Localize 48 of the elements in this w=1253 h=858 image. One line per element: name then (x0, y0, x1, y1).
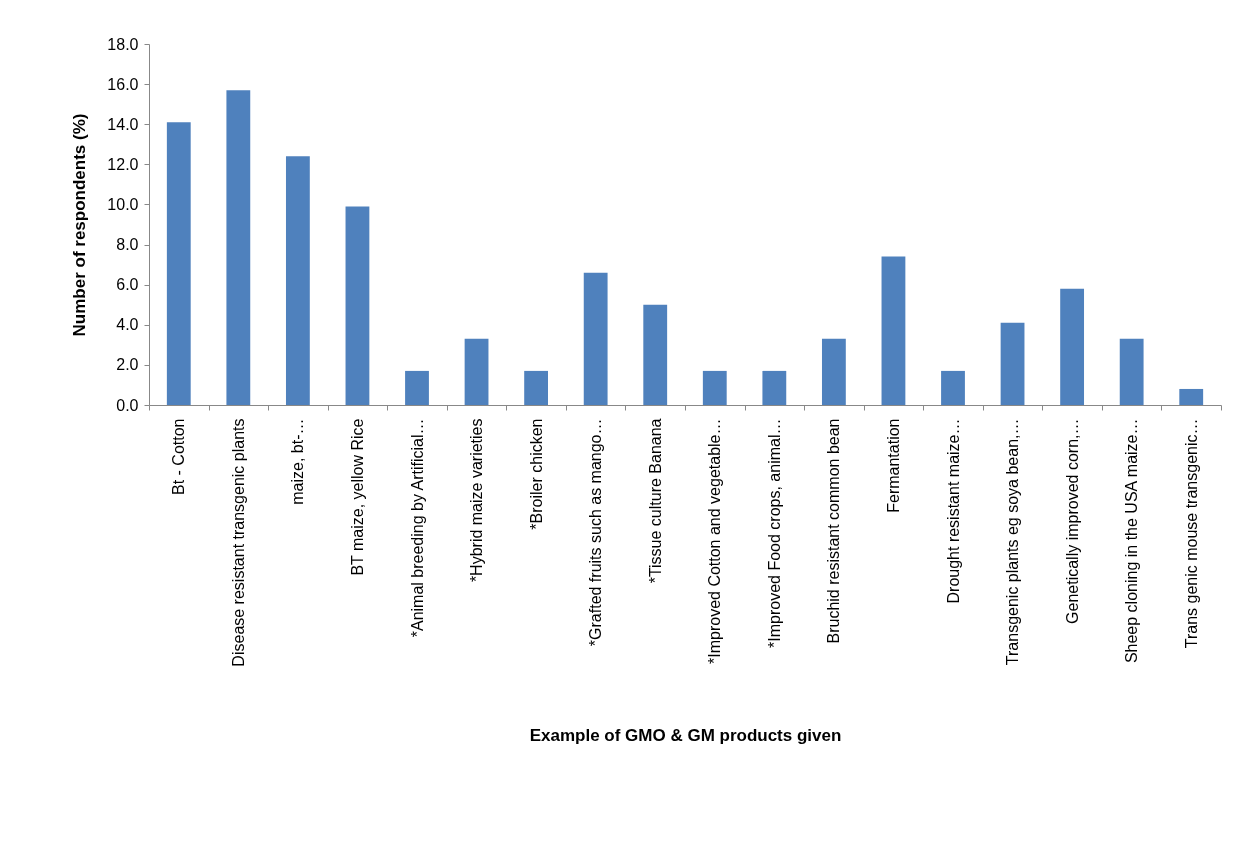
bar (166, 122, 191, 405)
x-tick-label: BT maize, yellow Rice (348, 418, 366, 576)
bar (345, 206, 370, 405)
y-tick-label: 0.0 (116, 396, 139, 414)
x-tick-label: *Broiler chicken (527, 418, 545, 530)
x-tick-label: Transgenic plants eg soya bean,… (1004, 418, 1022, 666)
bar (702, 370, 727, 405)
bar (821, 338, 846, 405)
x-tick-label: maize, bt-… (289, 418, 307, 505)
x-tick-label: Drought resistant maize… (944, 418, 962, 604)
bar (643, 304, 668, 405)
bar (285, 156, 310, 405)
bar (1179, 388, 1204, 405)
y-tick-label: 6.0 (116, 276, 139, 294)
x-tick-label: Bruchid resistant common bean (825, 418, 843, 644)
bar (881, 256, 906, 405)
x-tick-label: *Grafted fruits such as mango… (587, 418, 605, 647)
y-tick-label: 8.0 (116, 236, 139, 254)
y-tick-label: 16.0 (107, 75, 139, 93)
bar (583, 272, 608, 405)
x-tick-label: *Animal breeding by Artificial… (408, 418, 426, 638)
y-axis-title: Number of respondents (%) (70, 113, 90, 337)
x-tick-label: Bt - Cotton (170, 418, 188, 495)
bar (1000, 322, 1025, 405)
x-tick-label: Trans genic mouse transgenic… (1182, 418, 1200, 649)
bar (762, 370, 787, 405)
x-axis-title: Example of GMO & GM products given (529, 725, 842, 745)
bar (524, 370, 549, 405)
x-tick-label: *Hybrid maize varieties (468, 418, 486, 583)
x-tick-label: Genetically improved corn,… (1063, 418, 1081, 624)
x-tick-label: *Tissue culture Banana (646, 418, 664, 584)
y-tick-label: 4.0 (116, 316, 139, 334)
x-tick-label: Disease resistant transgenic plants (229, 418, 247, 667)
bar (941, 370, 965, 405)
y-tick-label: 18.0 (107, 35, 139, 53)
bar (1119, 338, 1144, 405)
y-tick-label: 12.0 (107, 155, 139, 173)
x-tick-label: Sheep cloning in the USA maize… (1123, 418, 1141, 664)
y-tick-label: 10.0 (107, 195, 139, 213)
x-tick-label: *Improved Cotton and vegetable… (706, 418, 724, 664)
bar (226, 90, 251, 405)
bar (405, 370, 429, 405)
bar (1060, 288, 1085, 405)
x-tick-label: Fermantation (884, 418, 902, 513)
y-tick-label: 2.0 (116, 356, 139, 374)
x-tick-label: *Improved Food crops, animal… (765, 418, 783, 648)
bar (464, 338, 489, 405)
y-tick-label: 14.0 (107, 115, 139, 133)
